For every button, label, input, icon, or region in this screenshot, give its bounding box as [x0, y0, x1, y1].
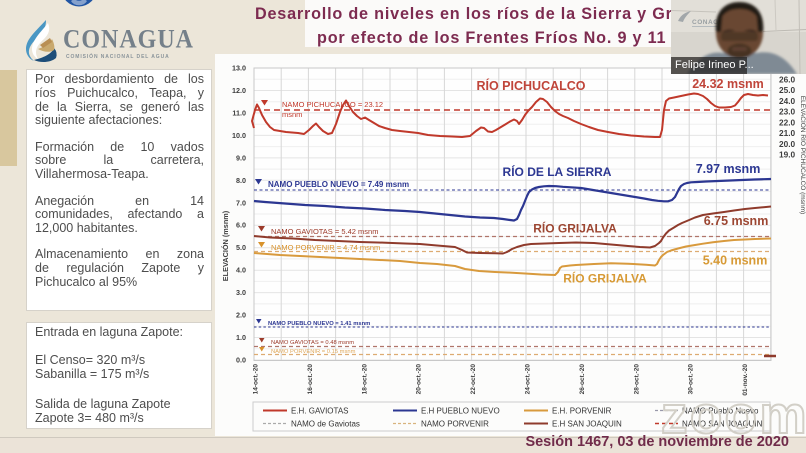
svg-text:NAMO PICHUCALCO = 23.12: NAMO PICHUCALCO = 23.12 — [282, 100, 383, 109]
svg-text:msnm: msnm — [282, 110, 302, 119]
svg-text:7.97 msnm: 7.97 msnm — [696, 162, 761, 176]
svg-text:E.H. PORVENIR: E.H. PORVENIR — [552, 407, 612, 416]
svg-text:13.0: 13.0 — [232, 64, 246, 73]
svg-text:11.0: 11.0 — [232, 108, 246, 117]
svg-text:16-oct.-20: 16-oct.-20 — [307, 364, 314, 395]
svg-text:6.75 msnm: 6.75 msnm — [704, 214, 769, 228]
svg-text:NAMO Pueblo Nuevo: NAMO Pueblo Nuevo — [682, 407, 759, 416]
svg-text:24-oct.-20: 24-oct.-20 — [525, 364, 532, 395]
svg-text:19.0: 19.0 — [779, 150, 796, 160]
svg-text:23.0: 23.0 — [779, 107, 796, 117]
svg-text:22-oct.-20: 22-oct.-20 — [470, 364, 477, 395]
svg-text:NAMO PUEBLO NUEVO = 1.41 msnm: NAMO PUEBLO NUEVO = 1.41 msnm — [268, 321, 370, 327]
svg-text:26.0: 26.0 — [779, 74, 796, 84]
svg-text:4.0: 4.0 — [236, 266, 246, 275]
svg-text:30-oct.-20: 30-oct.-20 — [688, 364, 695, 395]
svg-text:24.0: 24.0 — [779, 96, 796, 106]
svg-text:E.H PUEBLO NUEVO: E.H PUEBLO NUEVO — [421, 407, 500, 416]
svg-text:26-oct.-20: 26-oct.-20 — [579, 364, 586, 395]
svg-text:01-nov.-20: 01-nov.-20 — [742, 364, 749, 396]
svg-text:28-oct.-20: 28-oct.-20 — [633, 364, 640, 395]
svg-text:10.0: 10.0 — [232, 131, 246, 140]
svg-text:NAMO PORVENIR: NAMO PORVENIR — [421, 420, 489, 429]
svg-text:2.0: 2.0 — [236, 311, 246, 320]
svg-text:8.0: 8.0 — [236, 176, 246, 185]
svg-text:NAMO PORVENIR = 4.74 msnm: NAMO PORVENIR = 4.74 msnm — [271, 243, 380, 252]
svg-text:24.32 msnm: 24.32 msnm — [692, 77, 764, 91]
svg-text:0.0: 0.0 — [236, 356, 246, 365]
svg-text:7.0: 7.0 — [236, 198, 246, 207]
svg-text:21.0: 21.0 — [779, 128, 796, 138]
svg-text:ELEVACIÓN (msnm): ELEVACIÓN (msnm) — [221, 210, 230, 281]
svg-text:CONAG: CONAG — [692, 19, 719, 26]
svg-text:NAMO PORVENIR = 0.15 msnm: NAMO PORVENIR = 0.15 msnm — [271, 349, 356, 355]
svg-text:ELEVACIÓN RÍO PICHUCALCO (msnm: ELEVACIÓN RÍO PICHUCALCO (msnm) — [799, 96, 806, 214]
svg-text:RÍO DE LA SIERRA: RÍO DE LA SIERRA — [503, 164, 612, 179]
svg-text:20-oct.-20: 20-oct.-20 — [416, 364, 423, 395]
svg-text:RÍO GRIJALVA: RÍO GRIJALVA — [533, 221, 617, 236]
svg-text:NAMO de Gaviotas: NAMO de Gaviotas — [291, 420, 360, 429]
svg-text:NAMO GAVIOTAS = 5.42 msnm: NAMO GAVIOTAS = 5.42 msnm — [271, 227, 378, 236]
svg-text:E.H. GAVIOTAS: E.H. GAVIOTAS — [291, 407, 349, 416]
svg-text:NAMO PUEBLO NUEVO = 7.49 msnm: NAMO PUEBLO NUEVO = 7.49 msnm — [268, 180, 409, 189]
svg-text:NAMO GAVIOTAS = 0.48 msnm: NAMO GAVIOTAS = 0.48 msnm — [271, 340, 354, 346]
svg-text:3.0: 3.0 — [236, 288, 246, 297]
svg-text:6.0: 6.0 — [236, 221, 246, 230]
svg-text:9.0: 9.0 — [236, 153, 246, 162]
svg-text:5.0: 5.0 — [236, 243, 246, 252]
svg-text:25.0: 25.0 — [779, 85, 796, 95]
svg-text:20.0: 20.0 — [779, 139, 796, 149]
svg-text:22.0: 22.0 — [779, 117, 796, 127]
svg-text:18-oct.-20: 18-oct.-20 — [361, 364, 368, 395]
svg-text:E.H SAN JOAQUIN: E.H SAN JOAQUIN — [552, 420, 622, 429]
svg-text:RÍO PICHUCALCO: RÍO PICHUCALCO — [476, 78, 585, 93]
svg-text:12.0: 12.0 — [232, 86, 246, 95]
svg-text:1.0: 1.0 — [236, 333, 246, 342]
svg-text:NAMO SAN JOAQUIN: NAMO SAN JOAQUIN — [682, 420, 763, 429]
svg-text:RÍO GRIJALVA: RÍO GRIJALVA — [563, 271, 647, 286]
svg-text:14-oct.-20: 14-oct.-20 — [253, 364, 260, 395]
svg-text:5.40 msnm: 5.40 msnm — [703, 254, 768, 268]
